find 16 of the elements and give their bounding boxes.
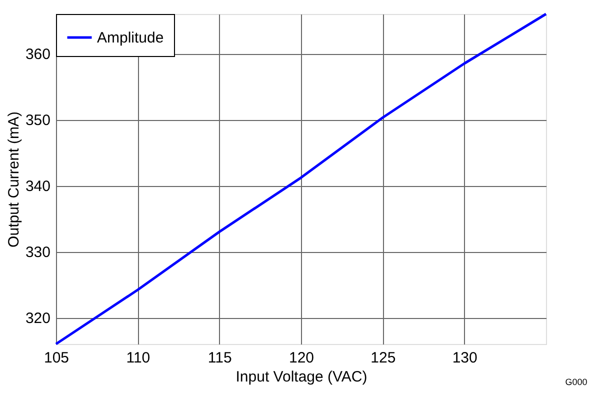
text: G000 <box>565 377 588 387</box>
y-tick-label: 320 <box>25 310 50 328</box>
x-tick-label: 115 <box>208 350 232 366</box>
x-axis-title: Input Voltage (VAC) <box>236 368 368 386</box>
x-tick-label: 130 <box>452 350 478 366</box>
y-axis-title: Output Current (mA) <box>5 112 22 248</box>
line-series <box>54 12 548 346</box>
x-tick-label: 105 <box>44 350 70 366</box>
y-tick-label: 340 <box>25 178 50 196</box>
y-tick-label: 330 <box>25 244 50 262</box>
x-tick-label: 125 <box>370 350 396 366</box>
y-tick-label: 360 <box>25 46 50 64</box>
x-tick-label: 110 <box>126 350 150 366</box>
y-tick-label: 350 <box>25 112 50 130</box>
x-tick-label: 120 <box>288 350 314 366</box>
legend-label: Amplitude <box>97 30 164 46</box>
